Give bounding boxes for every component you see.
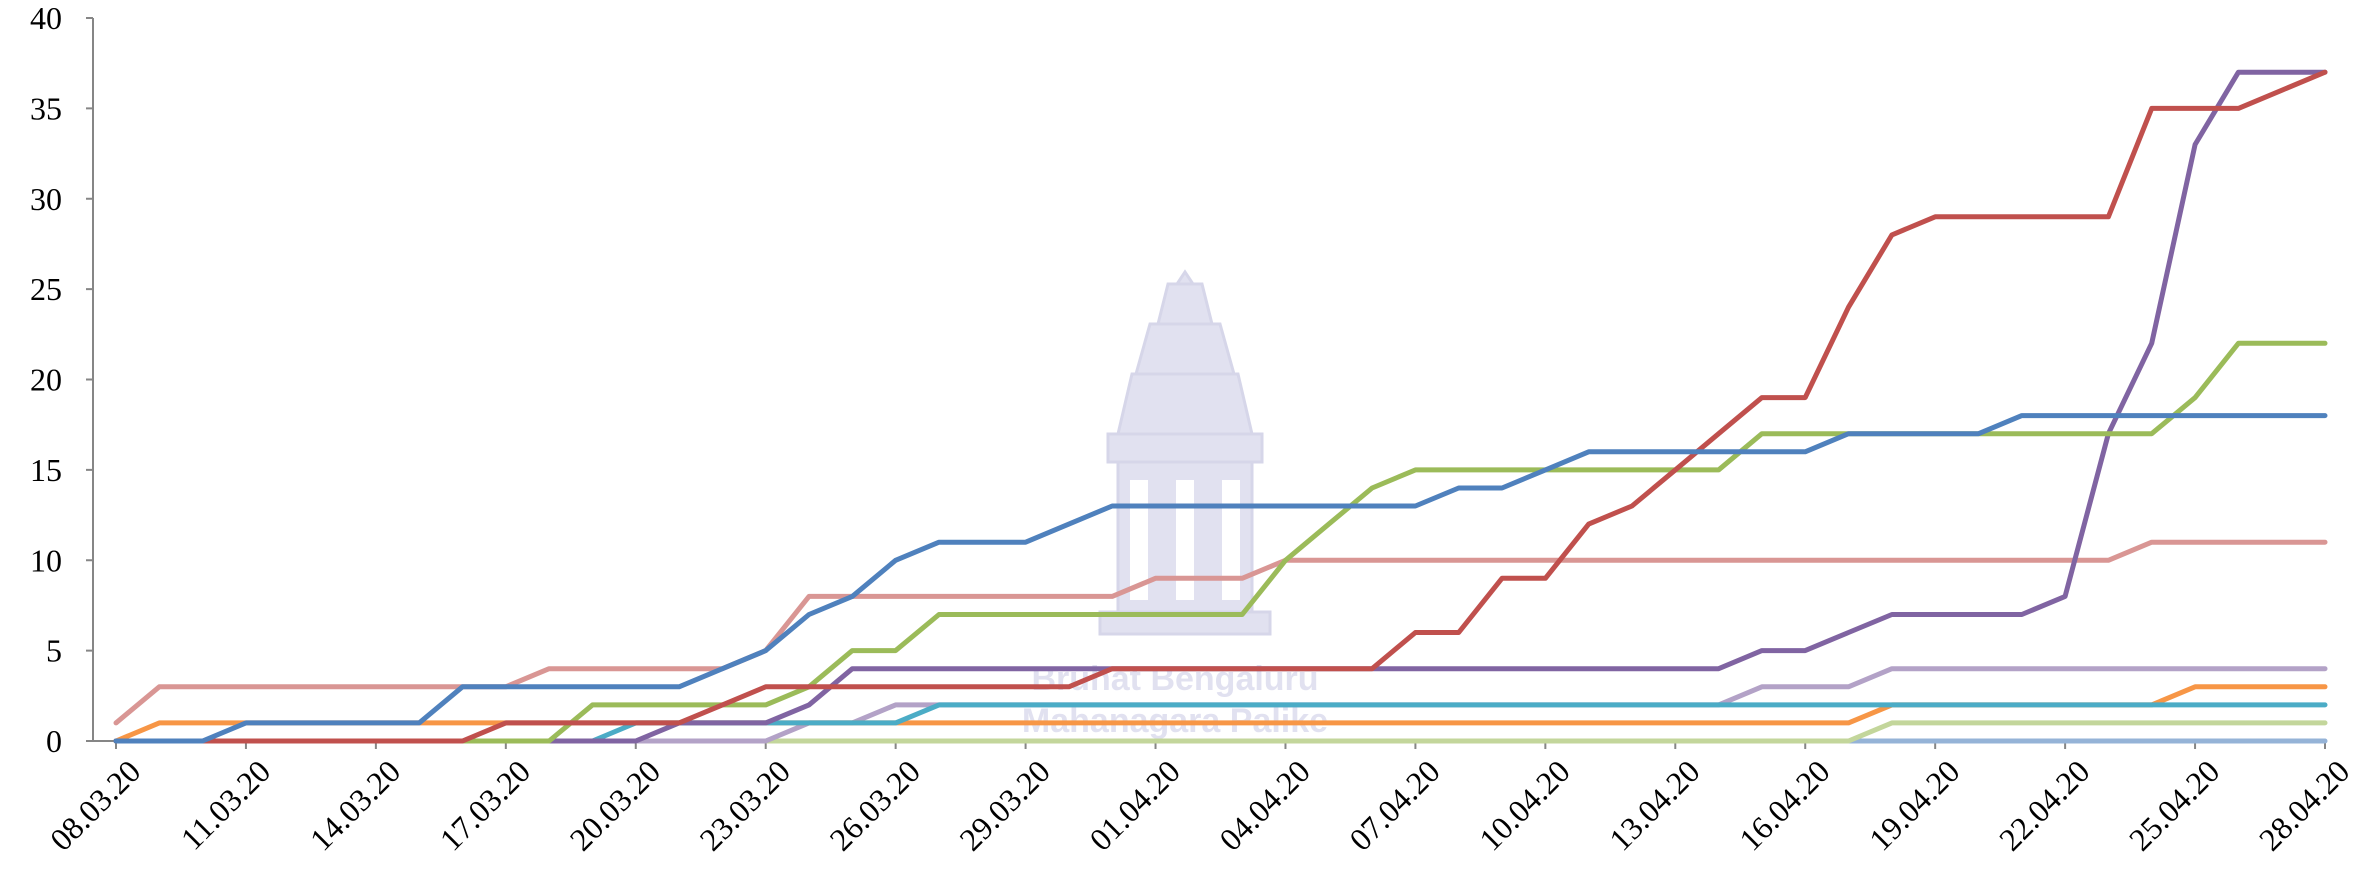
x-tick-label: 22.04.20	[1992, 753, 2097, 858]
temple-emblem-icon	[1098, 269, 1272, 636]
x-tick-label: 20.03.20	[562, 753, 667, 858]
series-line-2	[113, 69, 2328, 744]
y-tick-label: 30	[30, 181, 62, 217]
x-tick-label: 23.03.20	[692, 753, 797, 858]
x-tick-label: 11.03.20	[173, 753, 277, 857]
y-tick-label: 15	[30, 452, 62, 488]
x-tick-label: 29.03.20	[952, 753, 1057, 858]
x-tick-label: 28.04.20	[2252, 753, 2357, 858]
y-tick-label: 20	[30, 362, 62, 398]
x-tick-label: 01.04.20	[1082, 753, 1187, 858]
y-tick-label: 0	[46, 723, 62, 759]
x-tick-label: 25.04.20	[2122, 753, 2227, 858]
x-tick-label: 13.04.20	[1602, 753, 1707, 858]
x-tick-label: 26.03.20	[822, 753, 927, 858]
y-axis: 0 5 10 15 20 25 30 35 40	[30, 0, 94, 759]
series-layer	[113, 69, 2328, 744]
y-tick-label: 25	[30, 271, 62, 307]
y-tick-label: 10	[30, 542, 62, 578]
x-tick-label: 04.04.20	[1212, 753, 1317, 858]
x-tick-label: 19.04.20	[1862, 753, 1967, 858]
x-tick-label: 07.04.20	[1342, 753, 1447, 858]
x-axis: 08.03.20 11.03.20 14.03.20 17.03.20 20.03.20…	[43, 740, 2357, 858]
x-tick-label: 08.03.20	[43, 753, 148, 858]
x-tick-label: 10.04.20	[1472, 753, 1577, 858]
y-tick-label: 35	[30, 90, 62, 126]
x-tick-label: 14.03.20	[303, 753, 408, 858]
watermark-line1: Bruhat Bengaluru	[1031, 660, 1318, 698]
x-tick-label: 17.03.20	[433, 753, 538, 858]
y-tick-label: 5	[46, 633, 62, 669]
x-tick-label: 16.04.20	[1732, 753, 1837, 858]
series-line-1	[113, 413, 2328, 744]
y-tick-label: 40	[30, 0, 62, 36]
